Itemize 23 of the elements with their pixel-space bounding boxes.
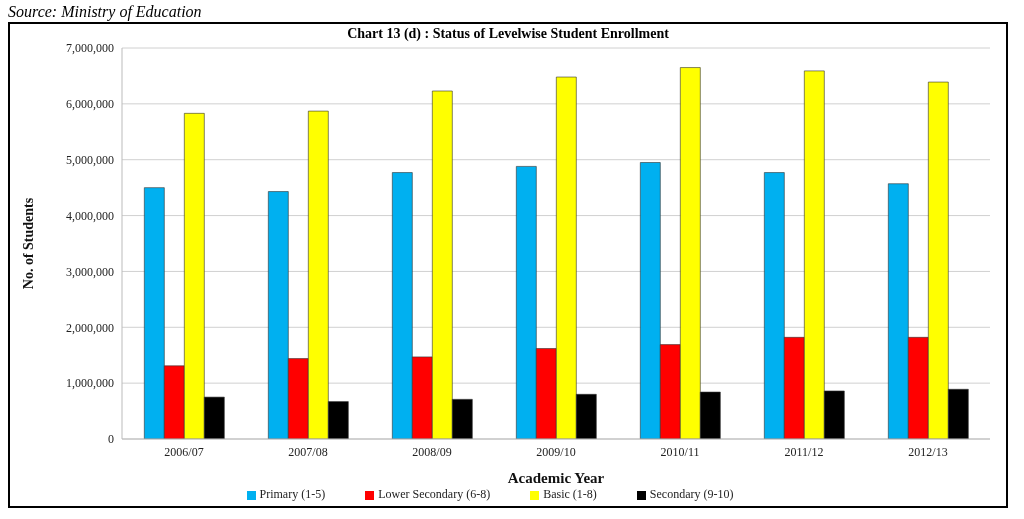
legend-label: Secondary (9-10)	[649, 487, 734, 501]
y-tick-label: 3,000,000	[66, 264, 114, 279]
y-tick-label: 6,000,000	[66, 97, 114, 112]
legend-label: Lower Secondary (6-8)	[378, 487, 491, 501]
x-tick-label: 2011/12	[784, 444, 824, 459]
legend-label: Basic (1-8)	[543, 487, 597, 501]
y-tick-label: 2,000,000	[66, 320, 114, 335]
x-tick-label: 2009/10	[536, 444, 576, 459]
x-tick-label: 2006/07	[164, 444, 204, 459]
x-tick-label: 2007/08	[288, 444, 328, 459]
y-tick-label: 5,000,000	[66, 152, 114, 167]
legend-label: Primary (1-5)	[259, 487, 326, 501]
chart-title: Chart 13 (d) : Status of Levelwise Student Enrollment	[346, 26, 670, 42]
y-axis-title: No. of Students	[20, 197, 36, 290]
x-tick-label: 2010/11	[660, 444, 700, 459]
x-axis-title: Academic Year	[507, 470, 605, 486]
y-tick-label: 7,000,000	[66, 41, 114, 56]
y-tick-label: 1,000,000	[66, 376, 114, 391]
y-tick-label: 0	[108, 432, 114, 447]
y-tick-label: 4,000,000	[66, 208, 114, 223]
x-tick-label: 2012/13	[908, 444, 948, 459]
x-tick-label: 2008/09	[412, 444, 452, 459]
source-note: Source: Ministry of Education	[8, 2, 203, 22]
